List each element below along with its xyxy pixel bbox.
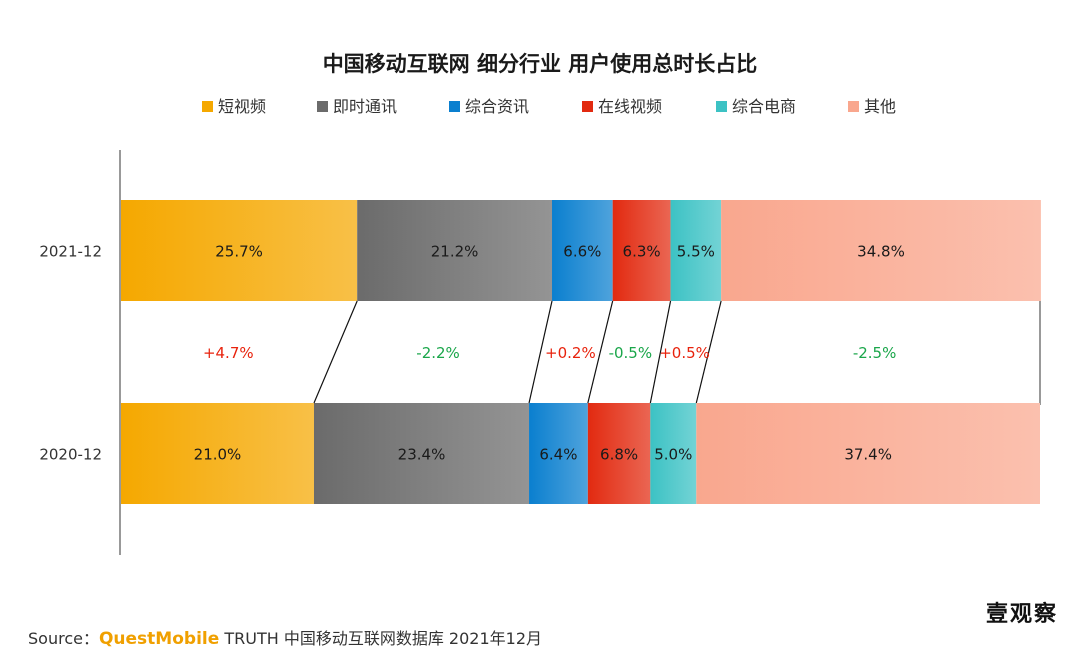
watermark-text: 壹观察 <box>986 601 1058 627</box>
bar-segment <box>121 403 314 504</box>
legend-item: 综合电商 <box>716 97 796 116</box>
legend-item: 其他 <box>848 97 896 116</box>
data-label: 34.8% <box>857 243 905 261</box>
source-prefix: Source： <box>28 629 99 648</box>
legend-label: 综合资讯 <box>465 97 529 116</box>
data-label: 6.4% <box>539 446 577 464</box>
chart-title: 中国移动互联网 细分行业 用户使用总时长占比 <box>323 52 758 76</box>
delta-label: +0.2% <box>545 344 596 362</box>
bar-segment <box>612 200 671 301</box>
connector-line <box>587 300 614 404</box>
data-label: 23.4% <box>398 446 446 464</box>
legend-label: 在线视频 <box>598 97 662 116</box>
legend-label: 综合电商 <box>732 97 796 116</box>
legend-label: 短视频 <box>218 97 266 116</box>
bar-segment <box>552 200 613 301</box>
legend-swatch <box>582 101 593 112</box>
data-label: 6.3% <box>623 243 661 261</box>
connector-line <box>695 300 722 404</box>
bar-segment <box>721 200 1041 301</box>
y-tick-label: 2021-12 <box>39 243 102 261</box>
legend-label: 即时通讯 <box>333 97 397 116</box>
delta-labels: +4.7% -2.2% +0.2% -0.5% +0.5% -2.5% <box>203 344 896 362</box>
y-tick-labels: 2021-12 2020-12 <box>39 243 102 464</box>
connector-line <box>313 300 358 404</box>
legend-swatch <box>449 101 460 112</box>
data-label: 37.4% <box>844 446 892 464</box>
bar-segment <box>529 403 588 504</box>
data-label: 6.6% <box>563 243 601 261</box>
data-label: 5.0% <box>654 446 692 464</box>
data-label: 5.5% <box>677 243 715 261</box>
delta-label: +4.7% <box>203 344 254 362</box>
data-label: 6.8% <box>600 446 638 464</box>
delta-label: -2.5% <box>853 344 897 362</box>
source-brand: QuestMobile <box>99 629 219 649</box>
bar-segment <box>313 403 530 504</box>
source-text: TRUTH 中国移动互联网数据库 2021年12月 <box>219 629 542 648</box>
legend-swatch <box>317 101 328 112</box>
legend-item: 即时通讯 <box>317 97 397 116</box>
legend: 短视频 即时通讯 综合资讯 在线视频 综合电商 其他 <box>202 97 896 116</box>
bar-segment <box>650 403 697 504</box>
bar-segment <box>587 403 651 504</box>
data-label: 21.2% <box>431 243 479 261</box>
data-label: 21.0% <box>194 446 242 464</box>
bar-segment <box>121 200 358 301</box>
legend-item: 综合资讯 <box>449 97 529 116</box>
data-label: 25.7% <box>215 243 263 261</box>
bar-segment <box>670 200 722 301</box>
bar-segment <box>696 403 1040 504</box>
legend-item: 在线视频 <box>582 97 662 116</box>
delta-label: -2.2% <box>416 344 460 362</box>
bar-segment <box>357 200 553 301</box>
legend-label: 其他 <box>864 97 896 116</box>
source-line: Source：QuestMobile TRUTH 中国移动互联网数据库 2021… <box>28 629 542 649</box>
connector-line <box>528 300 553 404</box>
legend-swatch <box>848 101 859 112</box>
legend-swatch <box>202 101 213 112</box>
connector-line <box>649 300 672 404</box>
bars: 25.7% 21.2% 6.6% 6.3% 5.5% 34.8% 21.0% 23.4% 6.4… <box>121 200 1041 504</box>
y-tick-label: 2020-12 <box>39 446 102 464</box>
connectors <box>313 300 722 404</box>
delta-label: +0.5% <box>659 344 710 362</box>
legend-swatch <box>716 101 727 112</box>
legend-item: 短视频 <box>202 97 266 116</box>
delta-label: -0.5% <box>609 344 653 362</box>
